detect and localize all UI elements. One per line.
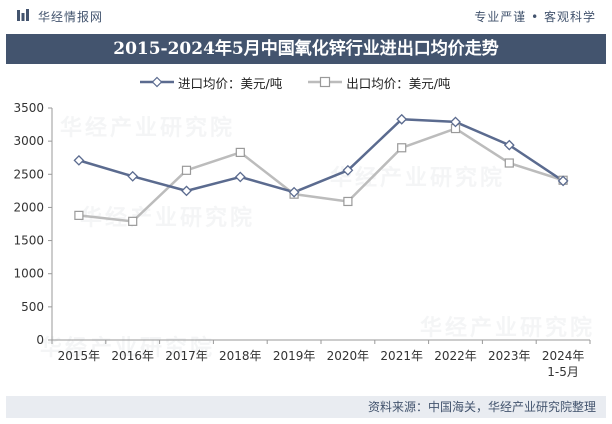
y-tick-label: 2000 <box>13 200 44 214</box>
brand-name: 华经情报网 <box>38 10 104 24</box>
x-tick-label: 2021年 <box>380 349 423 363</box>
y-tick-label: 1500 <box>13 234 44 248</box>
x-tick-label: 2018年 <box>219 349 262 363</box>
title-band: 2015-2024年5月中国氧化锌行业进出口均价走势 <box>6 34 606 64</box>
series-line-import <box>78 118 564 194</box>
top-bar: 华经情报网 专业严谨 • 客观科学 <box>0 0 612 32</box>
y-tick-label: 1000 <box>13 267 44 281</box>
import-point <box>234 171 246 183</box>
export-point <box>343 196 353 207</box>
y-tick-label: 500 <box>21 300 44 314</box>
export-point <box>181 165 192 175</box>
export-point <box>74 210 84 220</box>
x-tick-label: 2019年 <box>273 349 316 363</box>
import-point <box>396 113 408 125</box>
legend-import-marker-icon <box>140 76 174 88</box>
import-point <box>73 154 85 166</box>
x-tick-label: 2022年 <box>434 349 477 363</box>
y-tick-label: 3000 <box>13 134 44 148</box>
y-tick-label: 3500 <box>13 101 44 115</box>
import-point <box>181 185 192 197</box>
chart-legend: 进口均价：美元/吨 出口均价：美元/吨 <box>140 72 476 92</box>
import-point <box>557 175 569 187</box>
x-tick-label: 2017年 <box>165 349 208 363</box>
export-point <box>504 158 514 168</box>
chart-title: 2015-2024年5月中国氧化锌行业进出口均价走势 <box>113 39 499 59</box>
x-tick-label: 2020年 <box>327 349 370 363</box>
import-point <box>450 116 461 128</box>
import-point <box>342 164 354 176</box>
brand-logo-icon <box>17 9 29 21</box>
legend-export-marker-icon <box>308 76 343 88</box>
legend-label-export: 出口均价：美元/吨 <box>346 75 451 91</box>
import-point <box>503 139 515 151</box>
legend-label-import: 进口均价：美元/吨 <box>178 75 283 91</box>
export-point <box>128 216 138 226</box>
legend-item-export: 出口均价：美元/吨 <box>308 73 450 92</box>
x-tick-label: 2015年 <box>58 349 101 363</box>
import-point <box>288 186 300 198</box>
x-tick-label: 2016年 <box>111 349 154 363</box>
export-point <box>397 143 407 153</box>
brand-slogan: 专业严谨 • 客观科学 <box>474 10 596 24</box>
import-point <box>127 170 139 182</box>
y-tick-label: 0 <box>36 333 44 347</box>
footer-band: 资料来源：中国海关，华经产业研究院整理 <box>6 396 606 418</box>
line-chart: 0 500 1000 1500 2000 2500 3000 3500 2015年 2016年 20… <box>13 101 591 379</box>
y-tick-label: 2500 <box>13 167 44 181</box>
x-tick-label: 2023年 <box>488 349 531 363</box>
export-point <box>235 147 245 158</box>
legend-item-import: 进口均价：美元/吨 <box>140 73 282 92</box>
x-tick-label: 2024年 1-5月 <box>542 349 585 379</box>
source-note: 资料来源：中国海关，华经产业研究院整理 <box>367 400 596 414</box>
series-line-export <box>78 127 564 223</box>
